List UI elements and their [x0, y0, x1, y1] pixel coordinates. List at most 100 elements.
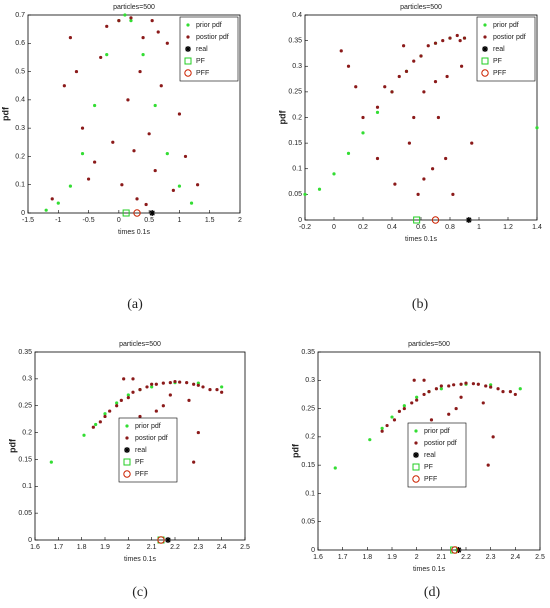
- x-axis-label: times 0.1s: [405, 236, 437, 243]
- point: [317, 187, 322, 191]
- point: [433, 41, 438, 45]
- point: [454, 406, 458, 411]
- point: [154, 382, 158, 386]
- point: [414, 441, 418, 445]
- point: [361, 115, 365, 120]
- y-tick-label: 0: [28, 537, 32, 544]
- point: [44, 208, 48, 212]
- point: [414, 429, 418, 433]
- point: [156, 30, 160, 34]
- real-marker: [413, 452, 419, 458]
- x-axis-label: times 0.1s: [118, 229, 150, 236]
- point: [150, 382, 154, 386]
- caption: (b): [412, 297, 429, 312]
- x-tick-label: 2.3: [486, 554, 496, 561]
- point: [159, 84, 163, 88]
- point: [397, 74, 401, 79]
- chart-title: particles=500: [113, 4, 155, 11]
- point: [513, 392, 517, 397]
- point: [177, 184, 182, 188]
- chart-title: particles=500: [400, 4, 442, 11]
- point: [431, 167, 435, 171]
- point: [422, 177, 426, 181]
- point: [126, 393, 130, 397]
- x-tick-label: 0: [117, 217, 121, 224]
- point: [150, 19, 154, 23]
- point: [80, 152, 85, 156]
- y-axis-label: pdf: [277, 110, 287, 125]
- point: [129, 16, 133, 20]
- chart-title: particles=500: [408, 341, 450, 348]
- point: [153, 168, 157, 173]
- x-tick-label: 1.2: [503, 224, 513, 231]
- pff-marker: [157, 536, 165, 544]
- y-tick-label: 0: [21, 210, 25, 217]
- legend-label: real: [196, 46, 208, 53]
- point: [375, 105, 380, 109]
- x-tick-label: 1.8: [362, 554, 372, 561]
- point: [346, 151, 351, 155]
- point: [49, 460, 53, 464]
- x-axis-label: times 0.1s: [413, 566, 445, 573]
- legend-label: real: [493, 46, 505, 53]
- subplot: particles=500 times 0.1s pdf (a) -1.5 -1 -0.5 0…: [0, 4, 242, 312]
- legend-label: PFF: [424, 476, 437, 483]
- pf-marker: [481, 57, 489, 65]
- point: [122, 377, 126, 381]
- legend-label: PFF: [135, 471, 148, 478]
- point: [105, 53, 109, 57]
- x-tick-label: -0.2: [299, 224, 311, 231]
- y-tick-label: 0.15: [288, 140, 302, 147]
- point: [489, 385, 493, 389]
- point: [429, 418, 434, 422]
- y-tick-label: 0.25: [288, 89, 302, 96]
- point: [402, 406, 406, 411]
- point: [150, 385, 154, 389]
- point: [486, 463, 490, 467]
- pff-marker: [133, 209, 141, 217]
- point: [462, 36, 467, 40]
- x-axis-label: times 0.1s: [124, 556, 156, 563]
- point: [62, 84, 66, 88]
- point: [196, 430, 200, 435]
- point: [444, 156, 448, 161]
- point: [115, 401, 119, 405]
- y-tick-label: 0.2: [292, 114, 302, 121]
- point: [177, 112, 182, 116]
- point: [187, 398, 191, 402]
- point: [412, 378, 416, 382]
- point: [186, 35, 190, 39]
- legend-label: prior pdf: [493, 22, 519, 29]
- point: [123, 13, 127, 17]
- point: [483, 23, 487, 27]
- point: [129, 19, 133, 23]
- x-tick-label: 0.2: [358, 224, 368, 231]
- point: [168, 393, 172, 397]
- y-tick-label: 0.1: [22, 483, 32, 490]
- point: [50, 197, 54, 201]
- point: [518, 387, 522, 391]
- point: [111, 140, 115, 144]
- point: [103, 414, 107, 419]
- point: [339, 49, 343, 53]
- point: [489, 383, 493, 387]
- point: [220, 390, 224, 394]
- x-tick-label: 1.6: [30, 544, 40, 551]
- x-tick-label: -1.5: [22, 217, 34, 224]
- point: [375, 110, 380, 114]
- point: [447, 384, 451, 388]
- y-tick-label: 0.05: [301, 519, 315, 526]
- point: [535, 126, 539, 130]
- x-tick-label: 0: [332, 224, 336, 231]
- point: [126, 396, 130, 400]
- real-marker: [185, 46, 191, 52]
- point: [434, 387, 438, 391]
- pf-marker: [122, 209, 130, 217]
- point: [471, 382, 475, 386]
- point: [201, 385, 205, 389]
- point: [422, 90, 426, 94]
- y-tick-label: 0.2: [305, 434, 315, 441]
- point: [452, 383, 456, 387]
- x-tick-label: 2: [415, 554, 419, 561]
- x-tick-label: 2.1: [147, 544, 157, 551]
